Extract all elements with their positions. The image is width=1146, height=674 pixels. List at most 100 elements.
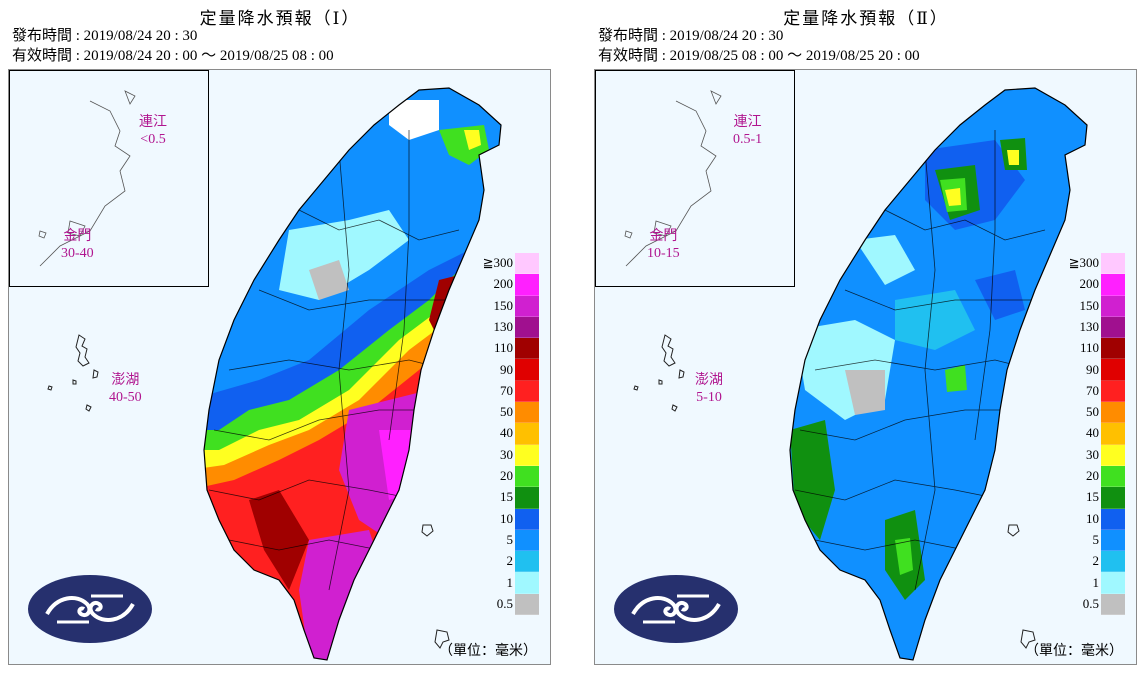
cwb-logo-icon bbox=[614, 575, 738, 643]
legend-swatch bbox=[1101, 253, 1125, 275]
legend-label: 0.5 bbox=[496, 595, 513, 611]
panel-title: 定量降水預報（Ⅱ） bbox=[783, 9, 949, 29]
legend-label: 20 bbox=[1086, 468, 1099, 483]
legend-swatch bbox=[1101, 465, 1125, 488]
legend-swatch bbox=[515, 253, 539, 275]
legend-label: ≧300 bbox=[1068, 255, 1099, 270]
valid-time: 有效時間 : 2019/08/24 20 : 00 ～ 2019/08/25 0… bbox=[12, 48, 334, 64]
rainfall-field bbox=[790, 88, 1087, 660]
panel-title: 定量降水預報（Ⅰ） bbox=[199, 9, 361, 29]
kinmen-label: 金門 30-40 bbox=[61, 229, 94, 261]
legend-label: 15 bbox=[1086, 489, 1099, 505]
legend-swatch bbox=[515, 316, 539, 339]
legend-label: 70 bbox=[1086, 382, 1099, 398]
legend-swatches bbox=[1101, 253, 1125, 616]
taiwan-rainfall-map bbox=[633, 87, 1088, 661]
legend-label: 90 bbox=[1086, 361, 1099, 377]
issue-time: 發布時間 : 2019/08/24 20 : 30 bbox=[12, 28, 198, 44]
legend-swatch bbox=[515, 295, 539, 317]
legend-swatch bbox=[515, 338, 539, 360]
legend-label: 40 bbox=[500, 425, 513, 441]
kinmen-label: 金門 10-15 bbox=[647, 229, 680, 261]
inset-coastline bbox=[38, 90, 136, 267]
legend-label: 0.5 bbox=[1082, 595, 1099, 611]
legend-label: ≧300 bbox=[482, 255, 513, 270]
legend-label: 110 bbox=[493, 340, 513, 356]
legend-swatch bbox=[515, 508, 539, 530]
legend-label: 150 bbox=[1079, 297, 1100, 313]
legend-swatch bbox=[1101, 423, 1125, 445]
legend-swatch bbox=[515, 551, 539, 573]
legend-label: 70 bbox=[500, 382, 513, 398]
legend-label: 15 bbox=[500, 489, 513, 505]
legend-label: 1 bbox=[1092, 574, 1100, 590]
legend-label: 200 bbox=[1079, 276, 1100, 292]
legend-swatch bbox=[1101, 402, 1125, 424]
legend-swatches bbox=[515, 253, 539, 616]
taiwan-coastline bbox=[203, 87, 502, 661]
inset-coastline bbox=[624, 90, 722, 267]
legend-swatch bbox=[1101, 295, 1125, 317]
penghu-label: 澎湖 5-10 bbox=[695, 373, 723, 405]
unit-label: （單位：毫米） bbox=[439, 643, 537, 659]
legend-label: 150 bbox=[493, 297, 514, 313]
forecast-panel-1: 定量降水預報（Ⅰ） 發布時間 : 2019/08/24 20 : 30 有效時間… bbox=[0, 0, 560, 674]
legend-swatch bbox=[515, 423, 539, 445]
legend-label: 1 bbox=[506, 574, 514, 590]
legend-swatch bbox=[515, 529, 539, 552]
legend-label: 5 bbox=[1092, 531, 1100, 547]
rainfall-field bbox=[204, 88, 501, 660]
legend-label: 110 bbox=[1079, 340, 1099, 356]
issue-time: 發布時間 : 2019/08/24 20 : 30 bbox=[598, 28, 784, 44]
unit-label: （單位：毫米） bbox=[1025, 643, 1123, 659]
legend-swatch bbox=[515, 572, 539, 594]
matsu-label: 連江 0.5-1 bbox=[733, 115, 763, 147]
legend-label: 130 bbox=[1079, 318, 1100, 334]
forecast-panel-2: 定量降水預報（Ⅱ） 發布時間 : 2019/08/24 20 : 30 有效時間… bbox=[586, 0, 1146, 674]
legend-swatch bbox=[1101, 572, 1125, 594]
penghu-label: 澎湖 40-50 bbox=[109, 373, 142, 405]
legend-label: 30 bbox=[500, 446, 513, 462]
taiwan-coastline bbox=[789, 87, 1088, 661]
cwb-logo-icon bbox=[28, 575, 152, 643]
matsu-label: 連江 <0.5 bbox=[139, 115, 167, 147]
legend-swatch bbox=[515, 593, 539, 616]
legend-label: 10 bbox=[1086, 510, 1099, 526]
legend-label: 200 bbox=[493, 276, 514, 292]
legend-label: 40 bbox=[1086, 425, 1099, 441]
rainfall-map: 連江 <0.5 金門 30-40 澎湖 40-50 ≧300 200 150 130 110 9… bbox=[8, 69, 551, 665]
legend-label: 5 bbox=[506, 531, 514, 547]
lanyu-island bbox=[434, 629, 450, 649]
legend-swatch bbox=[1101, 508, 1125, 530]
legend-swatch bbox=[515, 380, 539, 403]
legend-label: 20 bbox=[500, 468, 513, 483]
legend-swatch bbox=[1101, 338, 1125, 360]
penghu-islands bbox=[47, 334, 99, 412]
legend-label: 50 bbox=[500, 404, 513, 420]
legend-swatch bbox=[515, 359, 539, 381]
legend-swatch bbox=[515, 274, 539, 296]
legend-swatch bbox=[1101, 593, 1125, 616]
legend-label: 50 bbox=[1086, 404, 1099, 420]
legend-swatch bbox=[515, 487, 539, 509]
orchid-island bbox=[421, 524, 434, 537]
legend-label: 30 bbox=[1086, 446, 1099, 462]
taiwan-rainfall-map bbox=[47, 87, 502, 661]
outlying-islands-inset bbox=[595, 70, 795, 287]
valid-time: 有效時間 : 2019/08/25 08 : 00 ～ 2019/08/25 2… bbox=[598, 48, 920, 64]
legend-swatch bbox=[515, 465, 539, 488]
legend-label: 90 bbox=[500, 361, 513, 377]
legend-swatch bbox=[1101, 359, 1125, 381]
legend-swatch bbox=[1101, 551, 1125, 573]
legend-swatch bbox=[1101, 316, 1125, 339]
legend-swatch bbox=[1101, 444, 1125, 466]
legend-swatch bbox=[1101, 274, 1125, 296]
orchid-island bbox=[1007, 524, 1020, 537]
rainfall-map: 連江 0.5-1 金門 10-15 澎湖 5-10 ≧300 200 150 130 110 9… bbox=[594, 69, 1137, 665]
penghu-islands bbox=[633, 334, 685, 412]
lanyu-island bbox=[1020, 629, 1036, 649]
legend-swatch bbox=[1101, 380, 1125, 403]
legend-swatch bbox=[1101, 529, 1125, 552]
legend-label: 10 bbox=[500, 510, 513, 526]
legend-swatch bbox=[515, 402, 539, 424]
